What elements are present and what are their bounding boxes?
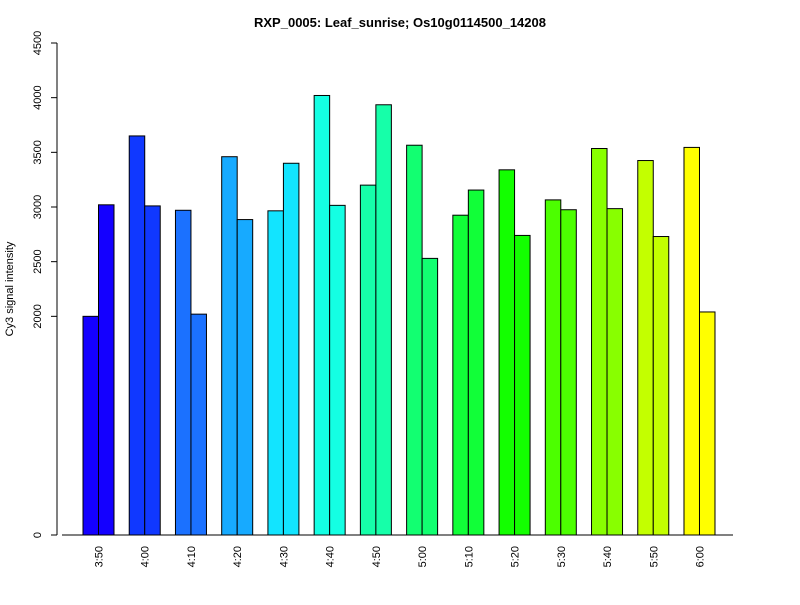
x-tick-label: 6:00 (694, 546, 706, 567)
bar (174, 209, 192, 536)
x-tick-label: 5:00 (417, 546, 429, 567)
x-tick-label: 4:30 (278, 546, 290, 567)
chart-title: RXP_0005: Leaf_sunrise; Os10g0114500_142… (254, 15, 546, 30)
x-tick-label: 4:20 (232, 546, 244, 567)
x-tick-label: 4:10 (186, 546, 198, 567)
y-tick-label: 4500 (32, 31, 44, 55)
x-tick-label: 5:50 (648, 546, 660, 567)
x-tick-label: 4:00 (140, 546, 152, 567)
bar (236, 219, 254, 536)
bar (560, 209, 577, 536)
bar (144, 205, 161, 536)
x-tick-label: 4:40 (325, 546, 337, 567)
bar (82, 315, 99, 536)
bars (82, 94, 716, 536)
y-axis-ticks: 0 2000 2500 3000 3500 4000 4500 (32, 31, 57, 538)
bar (637, 160, 654, 536)
bar (544, 199, 562, 536)
bar (498, 169, 516, 536)
bar (190, 313, 207, 536)
bar (128, 135, 146, 536)
bar (221, 156, 238, 536)
bar (652, 236, 670, 536)
bar (698, 311, 716, 536)
bar (313, 94, 331, 536)
y-tick-label: 4000 (32, 85, 44, 109)
bar (514, 234, 531, 536)
bar (375, 104, 392, 536)
bar (683, 146, 700, 536)
y-tick-label: 2500 (32, 249, 44, 273)
y-tick-label: 3500 (32, 140, 44, 164)
x-tick-label: 5:30 (556, 546, 568, 567)
x-tick-label: 4:50 (371, 546, 383, 567)
bar (282, 162, 300, 536)
bar (329, 204, 346, 536)
bar (452, 214, 469, 536)
y-tick-label: 3000 (32, 195, 44, 219)
bar (421, 257, 439, 536)
x-tick-label: 5:10 (463, 546, 475, 567)
bar (267, 210, 284, 536)
bar (359, 184, 377, 536)
y-tick-label: 0 (32, 532, 44, 538)
bar (98, 204, 115, 536)
bar (406, 144, 423, 536)
x-axis-labels: 3:50 4:00 4:10 4:20 4:30 4:40 4:50 5:00 5:10 5:20… (94, 546, 707, 567)
x-tick-label: 5:20 (510, 546, 522, 567)
bar (606, 208, 624, 536)
x-tick-label: 3:50 (94, 546, 106, 567)
bar (467, 189, 485, 536)
x-tick-label: 5:40 (602, 546, 614, 567)
bar (591, 148, 608, 536)
y-tick-label: 2000 (32, 304, 44, 328)
y-axis-title: Cy3 signal intensity (4, 241, 16, 336)
